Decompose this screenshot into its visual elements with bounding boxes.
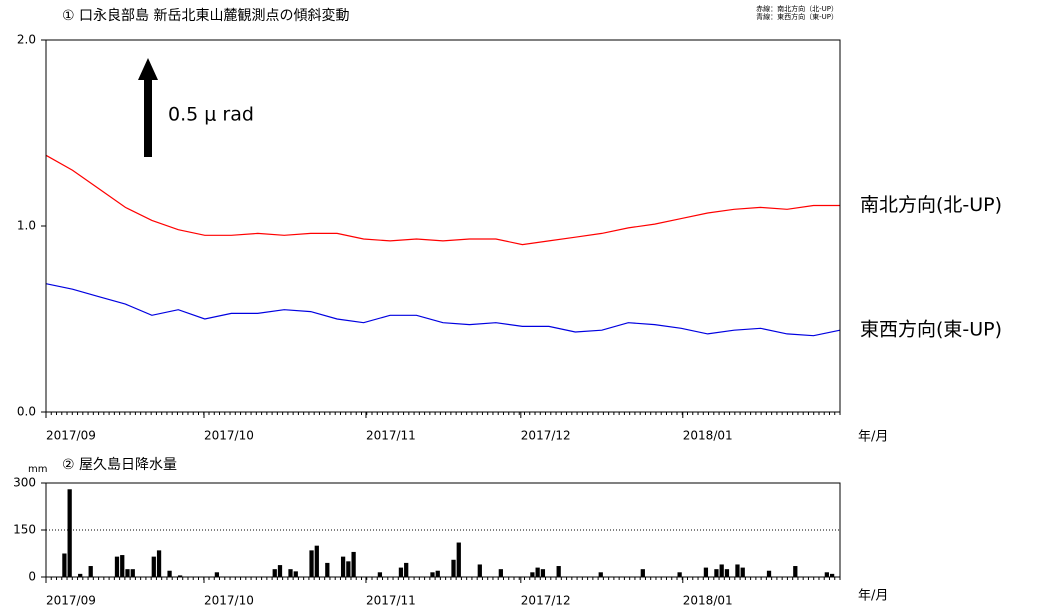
x-tick-label: 2017/12 [521,429,571,443]
bar [724,569,730,577]
bar [456,542,461,577]
legend-note: 青線：東西方向（東-UP） [756,12,838,21]
y-tick-label: 150 [13,523,36,537]
bar [125,569,130,577]
x-axis-label: 年/月 [858,430,888,445]
x-tick-label: 2017/10 [204,594,254,608]
bar [346,561,351,577]
y-tick-label: 2.0 [17,33,36,47]
bar [451,559,456,577]
bar [214,572,220,577]
bar [151,556,156,577]
y-tick-label: 1.0 [17,219,36,233]
bar [114,556,120,577]
x-tick-label: 2018/01 [683,429,733,443]
bar [120,555,125,577]
bar [703,567,709,577]
bar [477,564,482,577]
chart-title: ① 口永良部島 新岳北東山麓観測点の傾斜変動 [62,7,349,24]
x-axis-label: 年/月 [858,589,888,604]
bar [598,572,603,577]
plot-frame [45,482,841,578]
bar [351,551,356,577]
x-tick-label: 2017/09 [46,594,96,608]
x-tick-label: 2017/10 [204,429,254,443]
bar [640,569,645,577]
bar [740,567,745,577]
y-unit: mm [28,464,47,475]
x-tick-label: 2017/09 [46,429,96,443]
bar [88,566,93,577]
series-line [45,283,841,337]
bar [793,566,798,577]
x-tick-label: 2017/12 [521,594,571,608]
y-tick-label: 0 [28,570,36,584]
x-tick-label: 2017/11 [366,429,416,443]
bar [309,550,314,577]
bar [829,573,835,577]
bar [288,569,293,577]
chart-title: ② 屋久島日降水量 [62,457,177,473]
bar [824,572,829,577]
bar [540,569,546,577]
series-label: 南北方向(北-UP) [860,194,1002,216]
bar [177,575,183,577]
bar [130,569,135,577]
bar [377,572,383,577]
scale-arrow [138,58,158,157]
bar [430,572,435,577]
x-tick-label: 2018/01 [683,594,733,608]
bar [272,569,277,577]
bar [78,573,83,577]
bar [498,569,503,577]
bar [535,567,540,577]
bar [325,562,330,577]
bar [293,571,298,577]
bar [735,564,740,577]
bar [62,553,67,577]
bar [277,565,283,577]
series-label: 東西方向(東-UP) [860,319,1002,341]
bar [677,572,682,577]
bar [404,562,409,577]
bar [167,570,172,577]
series-line [45,154,840,246]
annotation: 0.5 μ rad [168,104,254,126]
y-tick-label: 0.0 [17,405,36,419]
x-tick-label: 2017/11 [366,594,416,608]
bar [314,545,319,577]
bar [398,567,404,577]
bar [719,564,724,577]
bar [766,570,772,577]
bar [530,572,535,577]
bar [156,550,162,577]
bar [714,569,719,577]
bar [67,489,72,577]
bar [556,566,561,577]
y-tick-label: 300 [13,476,36,490]
legend-note: 赤線：南北方向（北-UP） [756,4,838,13]
bar [340,556,346,577]
plot-frame [45,39,841,413]
bar [435,570,440,577]
